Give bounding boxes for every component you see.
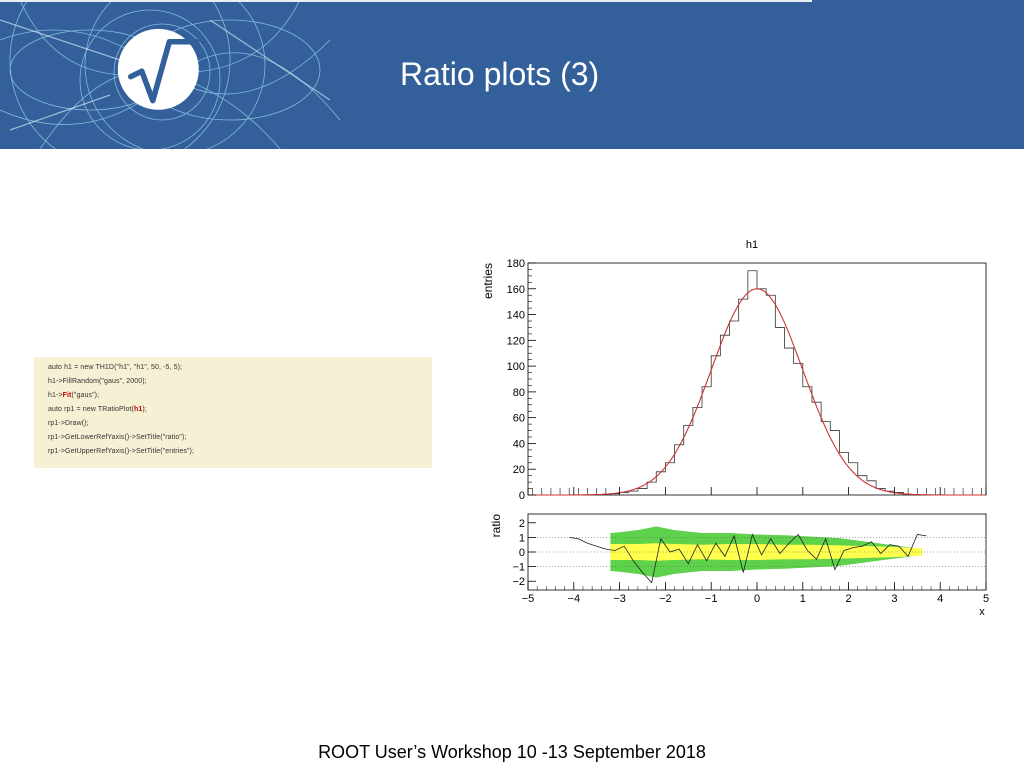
lower-x-tick-label: −3 <box>613 593 626 605</box>
code-line: rp1->GetLowerRefYaxis()->SetTitle("ratio… <box>48 434 187 441</box>
upper-y-tick-label: 140 <box>507 310 525 322</box>
code-suffix: ("gaus"); <box>71 392 100 399</box>
header-top-line <box>0 0 812 2</box>
lower-y-tick-label: −1 <box>512 562 525 574</box>
lower-y-tick-label: 2 <box>519 518 525 530</box>
lower-y-tick-label: 0 <box>519 547 525 559</box>
lower-x-tick-label: 2 <box>846 593 852 605</box>
upper-plot-title: h1 <box>746 239 758 251</box>
upper-y-axis-title: entries <box>481 263 495 299</box>
highlighted-token: Fit <box>62 392 72 399</box>
upper-y-tick-label: 120 <box>507 335 525 347</box>
lower-x-axis-title: x <box>979 606 985 618</box>
one-sigma-band <box>610 543 922 561</box>
code-line-ratioplot: auto rp1 = new TRatioPlot(h1); <box>48 406 147 413</box>
lower-x-tick-label: −2 <box>659 593 672 605</box>
upper-y-tick-label: 160 <box>507 284 525 296</box>
lower-x-tick-label: 5 <box>983 593 989 605</box>
upper-y-tick-label: 20 <box>513 464 525 476</box>
lower-x-tick-label: 1 <box>800 593 806 605</box>
slide-title: Ratio plots (3) <box>400 56 600 92</box>
gaus-fit-curve <box>528 288 986 496</box>
upper-y-tick-label: 80 <box>513 387 525 399</box>
upper-pad: h1 entries 0 20 40 60 80 100 120 140 160 180 <box>481 239 987 502</box>
upper-y-tick-label: 40 <box>513 438 525 450</box>
lower-y-tick-label: −2 <box>512 576 525 588</box>
upper-y-tick-label: 180 <box>507 258 525 270</box>
code-line-fit: h1->Fit("gaus"); <box>48 392 99 399</box>
lower-y-axis-title: ratio <box>489 514 503 538</box>
lower-x-tick-label: −1 <box>705 593 718 605</box>
upper-y-tick-label: 100 <box>507 361 525 373</box>
upper-y-tick-label: 0 <box>519 490 525 502</box>
code-prefix: h1-> <box>48 392 63 399</box>
lower-x-tick-label: −4 <box>568 593 581 605</box>
code-snippet: auto h1 = new TH1D("h1", "h1", 50, -5, 5… <box>34 357 432 468</box>
code-line: h1->FillRandom("gaus", 2000); <box>48 378 147 385</box>
highlighted-token: h1 <box>133 406 143 413</box>
upper-frame <box>527 262 987 496</box>
code-line: auto h1 = new TH1D("h1", "h1", 50, -5, 5… <box>48 364 183 371</box>
code-line: rp1->GetUpperRefYaxis()->SetTitle("entri… <box>48 448 195 455</box>
root-sqrt-logo-icon <box>117 28 200 110</box>
histogram-h1 <box>528 270 986 496</box>
lower-x-tick-label: 4 <box>937 593 943 605</box>
code-suffix: ); <box>142 406 147 413</box>
lower-x-tick-label: −5 <box>522 593 535 605</box>
lower-y-tick-label: 1 <box>519 532 525 544</box>
lower-pad: ratio −2 −1 0 1 2 −5 −4 −3 −2 −1 0 1 2 3 4 5x <box>489 513 989 618</box>
upper-y-tick-label: 60 <box>513 413 525 425</box>
code-prefix: auto rp1 = new TRatioPlot( <box>48 406 134 413</box>
lower-x-tick-label: 3 <box>891 593 897 605</box>
ratio-line <box>569 533 927 584</box>
slide-footer: ROOT User’s Workshop 10 -13 September 20… <box>318 742 706 762</box>
code-line: rp1->Draw(); <box>48 420 89 427</box>
slide-header: Ratio plots (3) <box>0 0 1024 149</box>
lower-x-tick-label: 0 <box>754 593 760 605</box>
